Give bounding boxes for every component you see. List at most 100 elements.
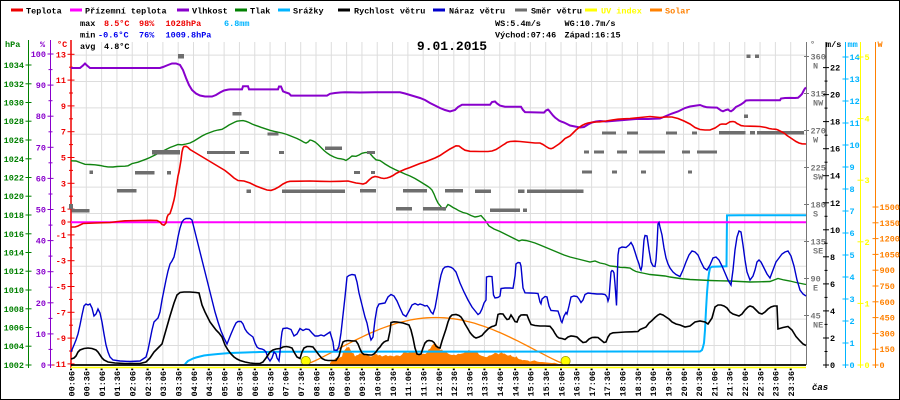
svg-text:m/s: m/s bbox=[826, 40, 841, 50]
svg-text:05:06: 05:06 bbox=[220, 371, 230, 397]
svg-text:18:36: 18:36 bbox=[634, 371, 644, 397]
svg-text:80: 80 bbox=[36, 112, 46, 122]
svg-text:150: 150 bbox=[880, 345, 895, 355]
svg-text:1: 1 bbox=[850, 339, 855, 349]
svg-text:1009.8hPa: 1009.8hPa bbox=[166, 31, 212, 41]
svg-text:600: 600 bbox=[880, 298, 895, 308]
svg-text:00:36: 00:36 bbox=[83, 371, 93, 397]
svg-text:-1: -1 bbox=[56, 231, 66, 241]
svg-text:1004: 1004 bbox=[4, 342, 24, 352]
svg-text:02:06: 02:06 bbox=[129, 371, 139, 397]
svg-text:180: 180 bbox=[811, 201, 826, 211]
svg-text:13: 13 bbox=[850, 75, 860, 85]
svg-text:315: 315 bbox=[811, 90, 826, 100]
svg-text:NE: NE bbox=[813, 321, 823, 331]
svg-text:90: 90 bbox=[36, 81, 46, 91]
svg-text:-9: -9 bbox=[56, 334, 66, 344]
svg-text:6.8mm: 6.8mm bbox=[224, 19, 250, 29]
svg-text:13:06: 13:06 bbox=[465, 371, 475, 397]
svg-text:11:06: 11:06 bbox=[404, 371, 414, 397]
svg-text:5: 5 bbox=[865, 53, 870, 63]
svg-text:20:36: 20:36 bbox=[695, 371, 705, 397]
svg-text:30: 30 bbox=[36, 268, 46, 278]
svg-text:14:06: 14:06 bbox=[496, 371, 506, 397]
svg-text:6: 6 bbox=[830, 280, 835, 290]
svg-text:0: 0 bbox=[865, 361, 870, 371]
svg-text:Východ:07:46: Východ:07:46 bbox=[495, 31, 556, 41]
svg-text:1002: 1002 bbox=[4, 361, 24, 371]
svg-text:9: 9 bbox=[61, 102, 66, 112]
svg-text:16:06: 16:06 bbox=[557, 371, 567, 397]
svg-text:270: 270 bbox=[811, 127, 826, 137]
svg-text:Teplota: Teplota bbox=[26, 7, 62, 17]
svg-text:300: 300 bbox=[880, 329, 895, 339]
svg-text:135: 135 bbox=[811, 238, 826, 248]
svg-text:18:06: 18:06 bbox=[619, 371, 629, 397]
svg-text:7: 7 bbox=[61, 128, 66, 138]
svg-text:W: W bbox=[878, 40, 884, 50]
svg-text:4: 4 bbox=[865, 115, 870, 125]
svg-text:03:06: 03:06 bbox=[159, 371, 169, 397]
svg-text:WS:5.4m/s: WS:5.4m/s bbox=[495, 19, 541, 29]
svg-text:21:06: 21:06 bbox=[710, 371, 720, 397]
svg-text:2: 2 bbox=[865, 238, 870, 248]
svg-text:10:36: 10:36 bbox=[389, 371, 399, 397]
svg-text:-11: -11 bbox=[51, 360, 66, 370]
svg-text:8: 8 bbox=[850, 185, 855, 195]
svg-text:UV index: UV index bbox=[601, 7, 642, 17]
svg-text:Vlhkost: Vlhkost bbox=[192, 7, 228, 17]
svg-text:04:06: 04:06 bbox=[190, 371, 200, 397]
svg-text:07:06: 07:06 bbox=[282, 371, 292, 397]
svg-text:23:06: 23:06 bbox=[772, 371, 782, 397]
svg-text:360: 360 bbox=[811, 53, 826, 63]
svg-text:1028hPa: 1028hPa bbox=[166, 19, 202, 29]
svg-text:40: 40 bbox=[36, 237, 46, 247]
svg-text:17:36: 17:36 bbox=[603, 371, 613, 397]
svg-text:00:06: 00:06 bbox=[67, 371, 77, 397]
svg-text:-3: -3 bbox=[56, 257, 66, 267]
svg-text:20:06: 20:06 bbox=[680, 371, 690, 397]
svg-text:1050: 1050 bbox=[880, 250, 900, 260]
svg-text:SE: SE bbox=[813, 247, 823, 257]
svg-text:1020: 1020 bbox=[4, 192, 24, 202]
svg-text:18: 18 bbox=[830, 118, 840, 128]
svg-text:10: 10 bbox=[830, 226, 840, 236]
svg-text:14:36: 14:36 bbox=[511, 371, 521, 397]
svg-text:900: 900 bbox=[880, 266, 895, 276]
svg-text:13:36: 13:36 bbox=[481, 371, 491, 397]
svg-text:06:06: 06:06 bbox=[251, 371, 261, 397]
svg-text:01:06: 01:06 bbox=[98, 371, 108, 397]
svg-text:22:06: 22:06 bbox=[741, 371, 751, 397]
svg-text:10: 10 bbox=[850, 141, 860, 151]
svg-text:23:36: 23:36 bbox=[787, 371, 797, 397]
svg-text:SW: SW bbox=[813, 173, 824, 183]
svg-text:9: 9 bbox=[850, 163, 855, 173]
svg-text:1014: 1014 bbox=[4, 249, 24, 259]
svg-text:2: 2 bbox=[850, 317, 855, 327]
svg-text:Přízemní teplota: Přízemní teplota bbox=[85, 7, 167, 17]
svg-text:1034: 1034 bbox=[4, 61, 24, 71]
svg-text:Tlak: Tlak bbox=[250, 7, 270, 17]
svg-text:4: 4 bbox=[830, 307, 835, 317]
svg-text:100: 100 bbox=[31, 50, 46, 60]
svg-text:17:06: 17:06 bbox=[588, 371, 598, 397]
svg-text:1010: 1010 bbox=[4, 286, 24, 296]
svg-text:11: 11 bbox=[56, 76, 66, 86]
svg-text:20: 20 bbox=[36, 299, 46, 309]
svg-text:15:36: 15:36 bbox=[542, 371, 552, 397]
svg-text:76%: 76% bbox=[139, 31, 155, 41]
svg-text:Západ:16:15: Západ:16:15 bbox=[565, 31, 621, 41]
svg-text:9.01.2015: 9.01.2015 bbox=[417, 39, 487, 54]
svg-text:60: 60 bbox=[36, 174, 46, 184]
svg-text:Srážky: Srážky bbox=[293, 7, 324, 17]
svg-text:%: % bbox=[40, 40, 46, 50]
svg-text:-7: -7 bbox=[56, 308, 66, 318]
svg-text:225: 225 bbox=[811, 164, 826, 174]
svg-text:1030: 1030 bbox=[4, 99, 24, 109]
svg-text:hPa: hPa bbox=[5, 40, 20, 50]
svg-text:10: 10 bbox=[36, 330, 46, 340]
svg-text:max: max bbox=[80, 19, 95, 29]
svg-text:mm: mm bbox=[848, 40, 858, 50]
svg-text:01:36: 01:36 bbox=[113, 371, 123, 397]
svg-text:2: 2 bbox=[830, 334, 835, 344]
